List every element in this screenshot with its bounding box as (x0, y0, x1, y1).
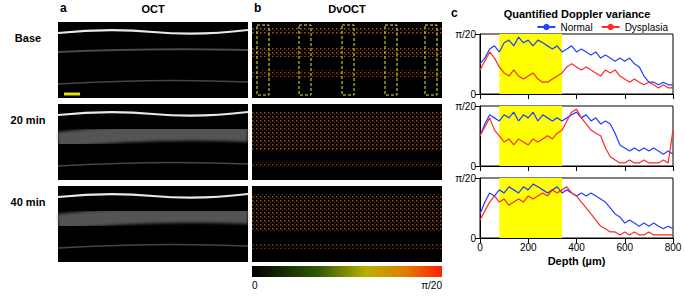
svg-text:0: 0 (252, 280, 258, 291)
svg-text:40 min: 40 min (11, 196, 46, 208)
svg-text:0: 0 (470, 161, 476, 172)
svg-text:200: 200 (520, 242, 537, 253)
svg-text:0: 0 (477, 242, 483, 253)
svg-text:π/20: π/20 (455, 173, 476, 184)
svg-text:600: 600 (616, 242, 633, 253)
svg-text:b: b (254, 1, 261, 15)
svg-text:Normal: Normal (560, 22, 592, 33)
svg-text:π/20: π/20 (421, 280, 442, 291)
svg-text:0: 0 (470, 233, 476, 244)
svg-text:a: a (60, 1, 67, 15)
svg-text:20 min: 20 min (11, 114, 46, 126)
svg-text:Depth (µm): Depth (µm) (548, 255, 606, 267)
svg-text:OCT: OCT (141, 3, 165, 15)
svg-text:c: c (451, 6, 458, 20)
svg-text:Dysplasia: Dysplasia (625, 22, 669, 33)
svg-text:π/20: π/20 (455, 29, 476, 40)
svg-text:400: 400 (568, 242, 585, 253)
svg-text:0: 0 (470, 89, 476, 100)
svg-text:Base: Base (15, 32, 41, 44)
svg-text:DvOCT: DvOCT (328, 3, 366, 15)
svg-text:π/20: π/20 (455, 101, 476, 112)
svg-text:800: 800 (665, 242, 682, 253)
svg-text:Quantified Doppler variance: Quantified Doppler variance (504, 8, 651, 20)
